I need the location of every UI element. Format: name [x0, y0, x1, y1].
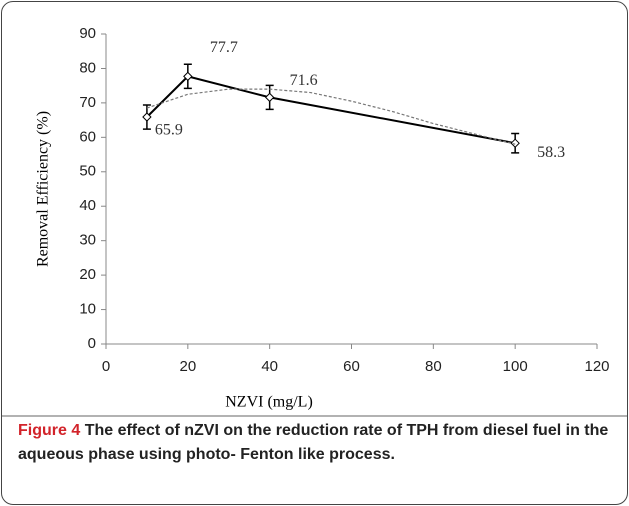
x-tick-label: 120 [584, 358, 609, 375]
caption-text: The effect of nZVI on the reduction rate… [18, 422, 609, 463]
marker [264, 92, 275, 103]
x-tick-label: 80 [425, 358, 442, 375]
y-tick-label: 80 [79, 59, 96, 76]
y-tick-label: 30 [79, 232, 96, 249]
x-tick-label: 100 [503, 358, 528, 375]
caption: Figure 4 The effect of nZVI on the reduc… [18, 419, 618, 467]
marker [183, 71, 193, 82]
marker [142, 112, 152, 122]
x-tick-label: 0 [102, 358, 110, 375]
y-tick-label: 20 [79, 266, 96, 283]
y-tick-label: 0 [88, 335, 96, 352]
y-tick-label: 60 [79, 128, 96, 145]
x-axis-label: NZVI (mg/L) [225, 394, 313, 411]
caption-label: Figure 4 [18, 422, 81, 439]
data-label: 58.3 [537, 144, 565, 161]
y-tick-label: 10 [79, 301, 96, 318]
x-tick-label: 40 [261, 358, 278, 375]
y-tick-label: 50 [79, 163, 96, 180]
marker [510, 138, 520, 148]
y-axis-label: Removal Efficiency (%) [35, 111, 52, 267]
x-tick-label: 20 [179, 358, 196, 375]
y-tick-label: 40 [79, 197, 96, 214]
data-label: 77.7 [210, 39, 238, 56]
data-label: 71.6 [290, 72, 318, 89]
data-line [146, 75, 516, 145]
trend-line [146, 88, 516, 145]
data-label: 65.9 [155, 122, 183, 139]
x-tick-label: 60 [343, 358, 360, 375]
y-tick-label: 90 [79, 25, 96, 42]
y-tick-label: 70 [79, 94, 96, 111]
